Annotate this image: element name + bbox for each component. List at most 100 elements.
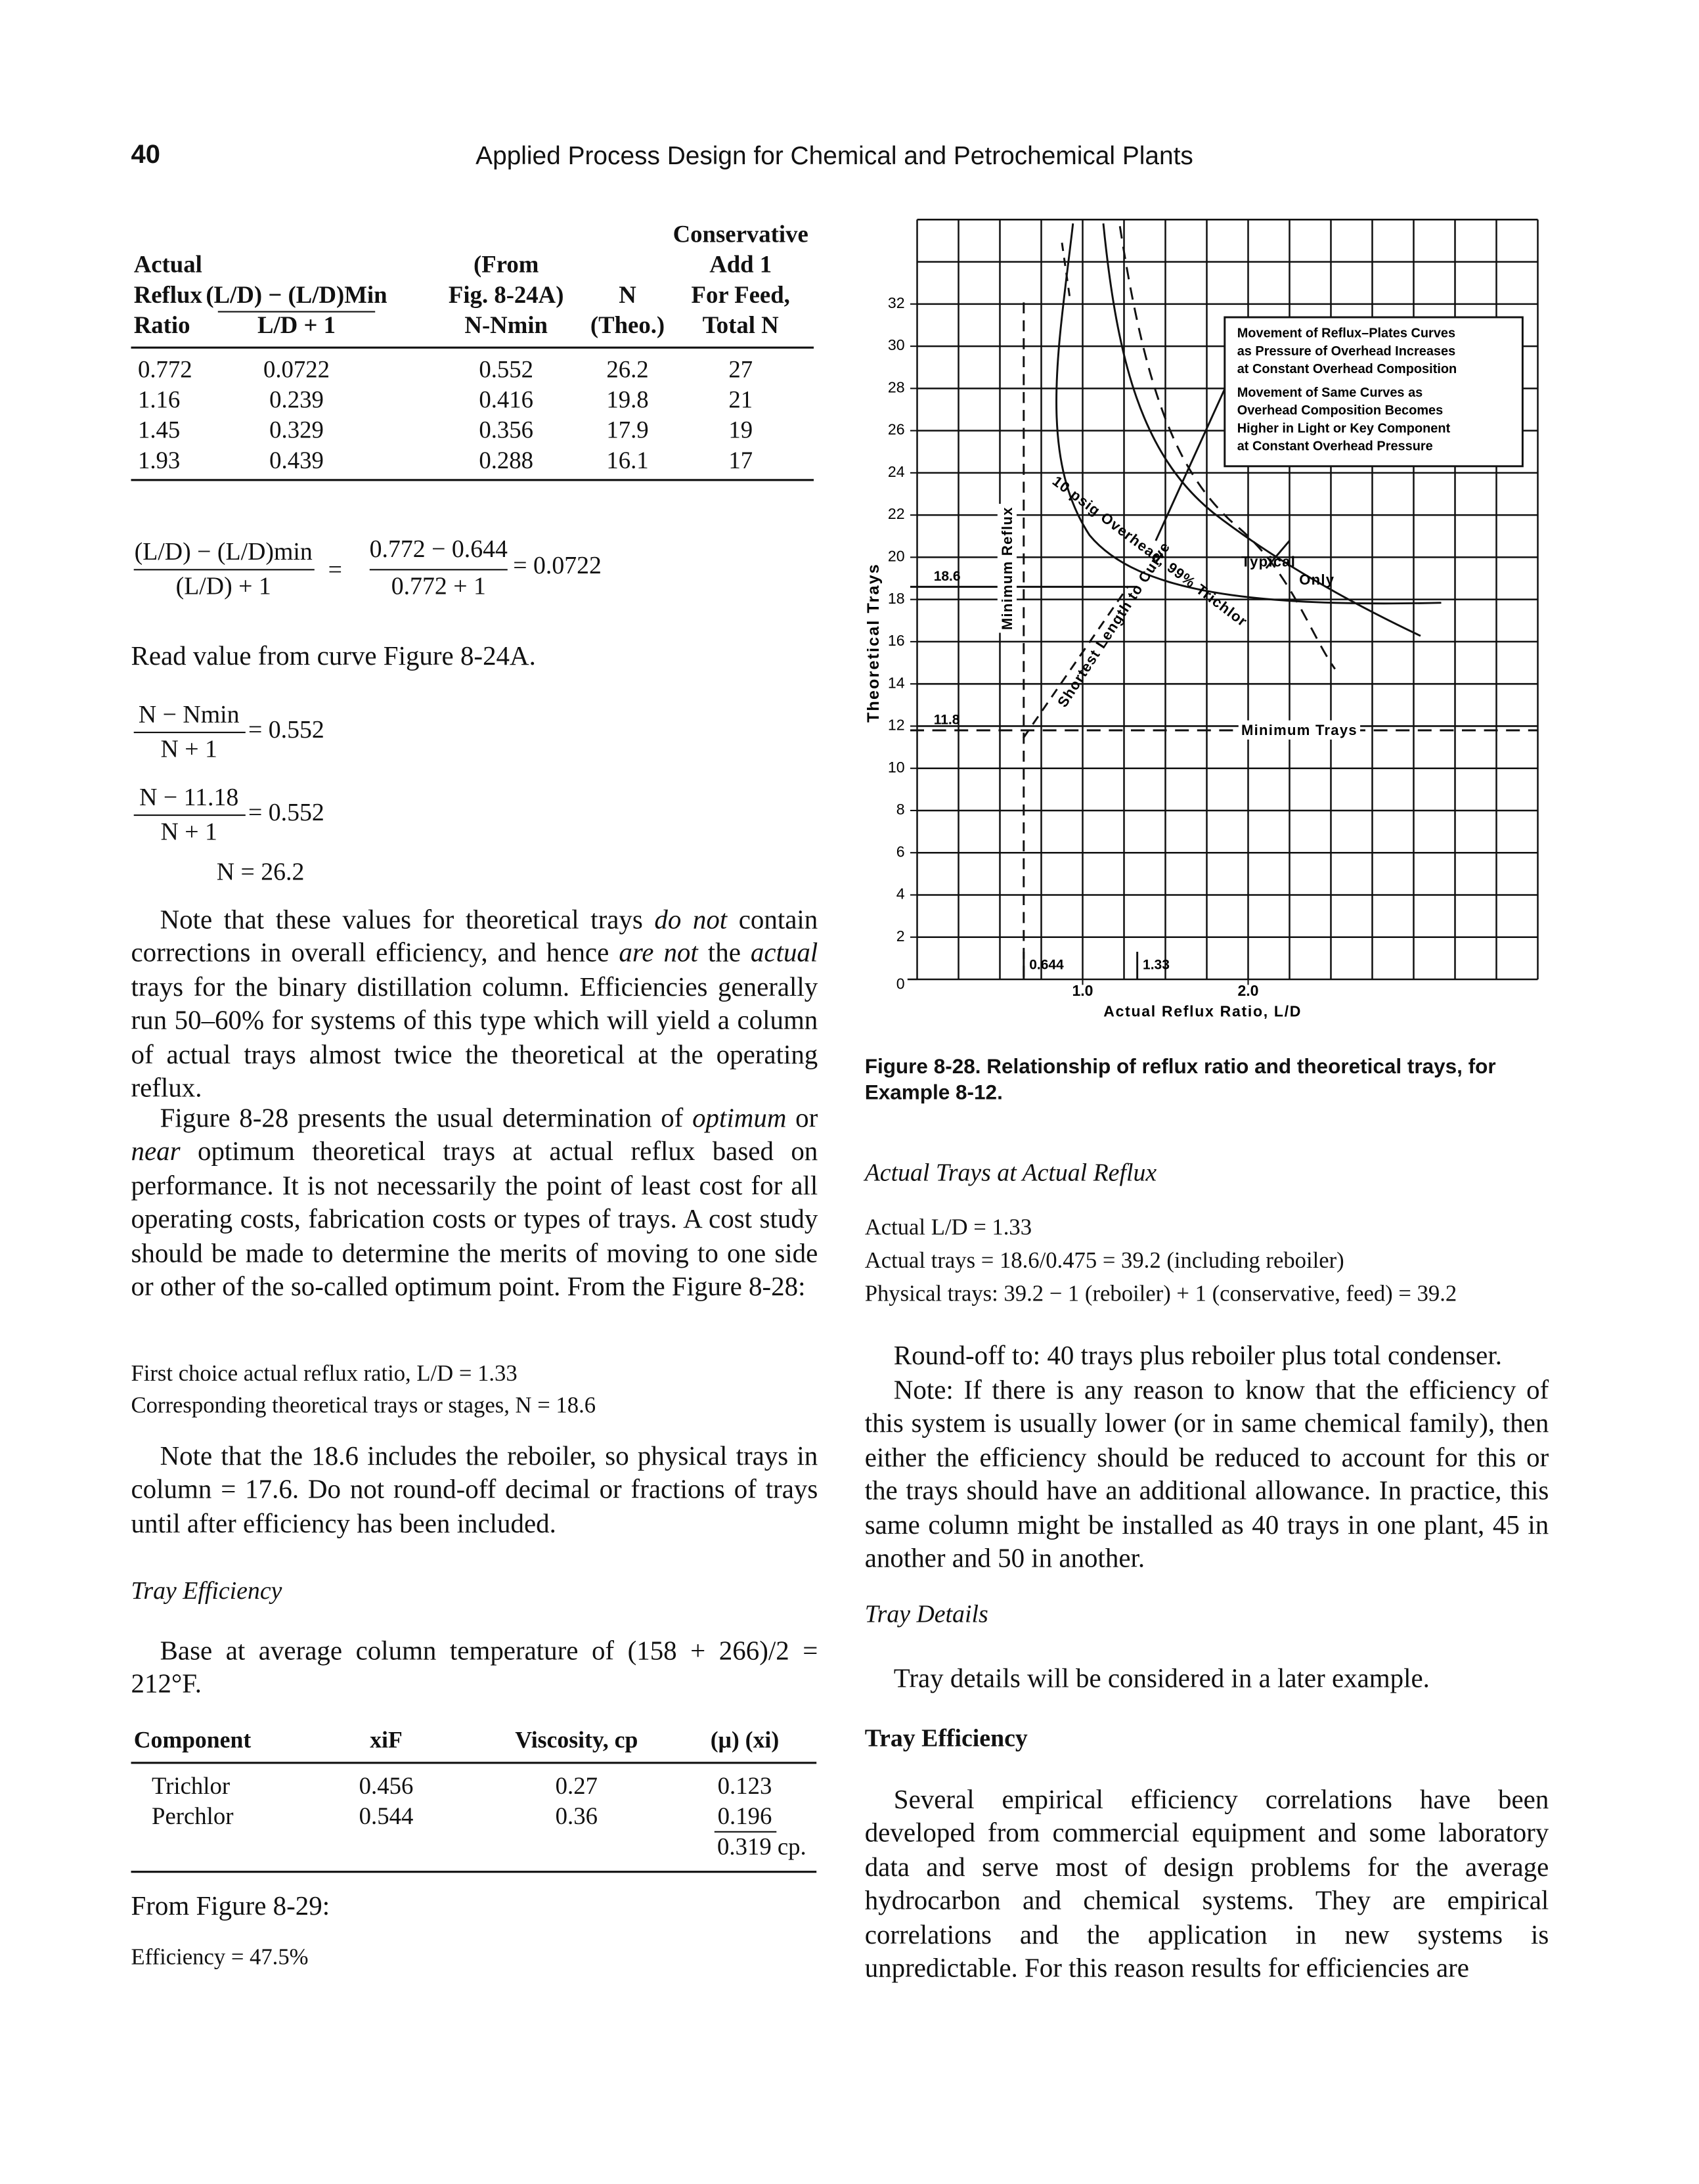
table-cell: 1.16: [137, 385, 181, 413]
table-header: (From: [474, 250, 539, 279]
table-cell: 17: [728, 446, 753, 474]
curve: [1055, 223, 1442, 605]
legend-text: Movement of Same Curves as: [1237, 386, 1423, 400]
legend-text: Overhead Composition Becomes: [1237, 403, 1444, 418]
y-tick-label: 16: [888, 632, 905, 649]
text-run: the: [697, 939, 751, 969]
x-tick-label: 1.0: [1072, 982, 1093, 999]
text-run: optimum theoretical trays at actual refl…: [131, 1138, 818, 1303]
bold-run: Figure 8-28.: [864, 1055, 981, 1079]
figure-caption: Figure 8-28. Relationship of reflux rati…: [865, 1054, 1548, 1106]
table-cell: 0.772: [137, 355, 192, 383]
equation-result: = 0.552: [248, 798, 324, 826]
marker-label: 0.644: [1029, 958, 1064, 973]
numerator: N − 11.18: [139, 783, 239, 811]
equation-result: = 0.552: [248, 715, 324, 744]
equation-result: = 0.0722: [513, 551, 602, 579]
table-cell: 0.439: [269, 446, 324, 474]
annotation: 10 psig Overhead, 99% Trichlor: [1049, 472, 1251, 630]
text-run: or: [786, 1105, 818, 1134]
leader: [1155, 388, 1226, 541]
running-title: Applied Process Design for Chemical and …: [475, 141, 1193, 170]
text: Actual trays = 18.6/0.475 = 39.2 (includ…: [864, 1247, 1344, 1274]
annotation: Only: [1299, 571, 1335, 588]
paragraph: Base at average column temperature of (1…: [131, 1637, 818, 1701]
label-background: [1238, 720, 1361, 740]
y-tick-label: 28: [888, 378, 905, 395]
equation: N = 26.2: [216, 857, 305, 885]
denominator: N + 1: [160, 734, 217, 763]
table-header: Component: [133, 1727, 252, 1754]
table-cell: 0.36: [555, 1802, 598, 1830]
table-header: (L/D) − (L/D)Min: [206, 280, 387, 309]
table-cell: 0.552: [479, 355, 534, 383]
page-number: 40: [131, 141, 160, 170]
curve: [1118, 226, 1336, 670]
table-cell: 0.356: [479, 416, 534, 444]
table-header: Reflux: [133, 280, 202, 309]
y-tick-label: 0: [896, 975, 905, 992]
table-cell: 1.93: [137, 446, 181, 474]
label-background: [997, 504, 1017, 633]
y-tick-label: 20: [888, 547, 905, 564]
table-cell: 27: [728, 355, 753, 383]
table-header: L/D + 1: [257, 311, 336, 339]
italic-run: do not: [654, 906, 728, 935]
text-run: Note that these values for theoretical t…: [160, 906, 655, 935]
italic-run: actual: [750, 939, 818, 969]
curve: [1022, 585, 1130, 739]
y-tick-label: 4: [896, 885, 905, 903]
paragraph: Figure 8-28 presents the usual determina…: [131, 1103, 818, 1306]
x-axis-label: Actual Reflux Ratio, L/D: [1103, 1002, 1302, 1019]
legend-text: at Constant Overhead Pressure: [1237, 439, 1433, 454]
denominator: 0.772 + 1: [391, 572, 486, 600]
subheading: Tray Efficiency: [131, 1576, 282, 1605]
denominator: (L/D) + 1: [175, 572, 271, 600]
text-run: Relationship of reflux ratio and theoret…: [864, 1055, 1496, 1105]
marker-label: 11.8: [934, 713, 960, 728]
y-tick-label: 24: [888, 463, 905, 480]
leader: [1265, 540, 1291, 569]
y-tick-label: 2: [896, 927, 905, 945]
table-header: Ratio: [133, 311, 190, 339]
y-tick-label: 18: [888, 590, 905, 607]
table-header: Add 1: [709, 250, 772, 279]
y-tick-label: 14: [888, 674, 905, 691]
table-header: Conservative: [673, 219, 808, 248]
text: From Figure 8-29:: [131, 1892, 330, 1922]
legend-text: as Pressure of Overhead Increases: [1237, 344, 1455, 359]
legend-box: [1224, 316, 1524, 468]
table-cell: 26.2: [606, 355, 649, 383]
table-total: 0.319 cp.: [717, 1832, 806, 1860]
table-cell: 19: [728, 416, 753, 444]
table-cell: 0.196: [717, 1802, 772, 1830]
text: First choice actual reflux ratio, L/D = …: [131, 1360, 518, 1387]
paragraph: Several empirical efficiency correlation…: [864, 1786, 1549, 1984]
table-cell: 0.0722: [263, 355, 330, 383]
legend-text: Higher in Light or Key Component: [1237, 421, 1451, 435]
table-header: N-Nmin: [464, 311, 548, 339]
paragraph: Round-off to: 40 trays plus reboiler plu…: [893, 1342, 1502, 1371]
y-tick-label: 30: [888, 336, 905, 353]
numerator: N − Nmin: [138, 700, 240, 728]
table-header: Actual: [133, 250, 202, 279]
numerator: (L/D) − (L/D)min: [134, 537, 313, 566]
legend-text: Movement of Reflux–Plates Curves: [1237, 326, 1455, 340]
y-tick-label: 22: [888, 505, 905, 522]
y-tick-label: 12: [888, 717, 905, 734]
table-header: Fig. 8-24A): [448, 280, 564, 309]
text: Physical trays: 39.2 − 1 (reboiler) + 1 …: [864, 1280, 1457, 1306]
marker-label: 18.6: [934, 569, 961, 584]
italic-run: are not: [619, 939, 698, 969]
text-run: trays for the binary distillation column…: [131, 973, 818, 1104]
table-header: Viscosity, cp: [515, 1727, 638, 1754]
table-cell: Trichlor: [151, 1772, 231, 1800]
annotation: Typical: [1241, 554, 1296, 570]
annotation: Minimum Reflux: [999, 506, 1015, 630]
paragraph: Note: If there is any reason to know tha…: [864, 1376, 1549, 1574]
table-header: (Theo.): [590, 311, 665, 339]
